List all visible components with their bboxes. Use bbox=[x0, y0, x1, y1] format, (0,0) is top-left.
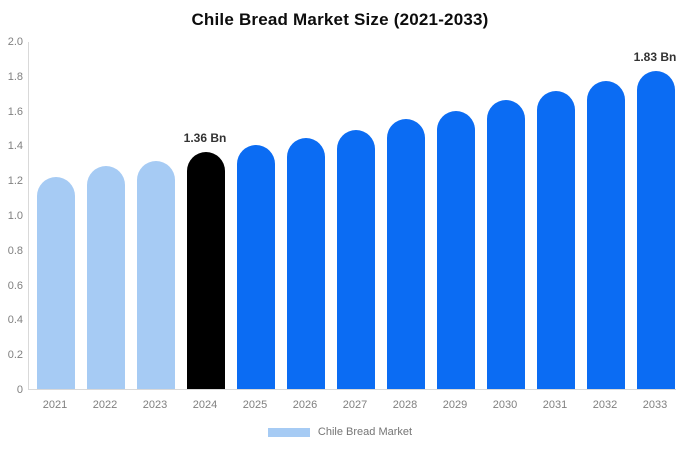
x-axis-label-2025: 2025 bbox=[242, 399, 268, 411]
bar-2022 bbox=[87, 166, 125, 389]
y-axis-tick-label: 1.0 bbox=[7, 210, 23, 222]
y-axis-tick-label: 1.4 bbox=[7, 140, 23, 153]
bar-2024 bbox=[187, 152, 225, 389]
x-axis-label-2023: 2023 bbox=[142, 399, 168, 411]
bar-2032 bbox=[587, 81, 625, 389]
y-axis-tick-label: 0.8 bbox=[7, 244, 23, 257]
y-axis-tick-label: 0.4 bbox=[7, 314, 23, 327]
x-axis-label-2029: 2029 bbox=[442, 399, 468, 411]
bar-2021 bbox=[37, 176, 75, 389]
x-axis-label-2032: 2032 bbox=[592, 399, 618, 411]
y-axis-tick-label: 1.6 bbox=[7, 105, 23, 118]
bar-2031 bbox=[537, 91, 575, 389]
bar-2025 bbox=[237, 145, 275, 389]
x-axis-label-2021: 2021 bbox=[42, 399, 68, 411]
y-axis-tick-label: 0 bbox=[16, 384, 23, 396]
bar-2033 bbox=[637, 70, 675, 389]
x-axis-label-2027: 2027 bbox=[342, 399, 368, 411]
x-axis-label-2024: 2024 bbox=[192, 399, 218, 411]
x-axis-label-2031: 2031 bbox=[542, 399, 568, 411]
legend-swatch bbox=[267, 427, 310, 437]
legend: Chile Bread Market bbox=[0, 426, 680, 438]
x-axis-label-2026: 2026 bbox=[292, 399, 318, 411]
bar-2028 bbox=[387, 119, 425, 389]
legend-label: Chile Bread Market bbox=[317, 426, 413, 438]
y-axis-tick-label: 0.6 bbox=[7, 279, 23, 292]
x-axis-label-2028: 2028 bbox=[392, 399, 418, 411]
bar-2030 bbox=[487, 100, 525, 389]
bar-2029 bbox=[437, 110, 475, 389]
x-axis-label-2030: 2030 bbox=[492, 399, 518, 411]
y-axis-tick-label: 2.0 bbox=[7, 36, 23, 48]
y-axis-tick-label: 1.2 bbox=[7, 175, 23, 188]
bar-2026 bbox=[287, 138, 325, 389]
bar-2027 bbox=[337, 129, 375, 389]
bar-2023 bbox=[137, 161, 175, 389]
y-axis-tick-label: 0.2 bbox=[7, 349, 23, 362]
x-axis-label-2022: 2022 bbox=[92, 399, 118, 411]
bar-value-label-2024: 1.36 Bn bbox=[183, 131, 227, 146]
y-axis-tick-label: 1.8 bbox=[7, 70, 23, 83]
bar-value-label-2033: 1.83 Bn bbox=[633, 49, 677, 64]
chart-title: Chile Bread Market Size (2021-2033) bbox=[191, 10, 489, 29]
plot-area bbox=[28, 42, 676, 390]
x-axis-label-2033: 2033 bbox=[642, 399, 668, 411]
